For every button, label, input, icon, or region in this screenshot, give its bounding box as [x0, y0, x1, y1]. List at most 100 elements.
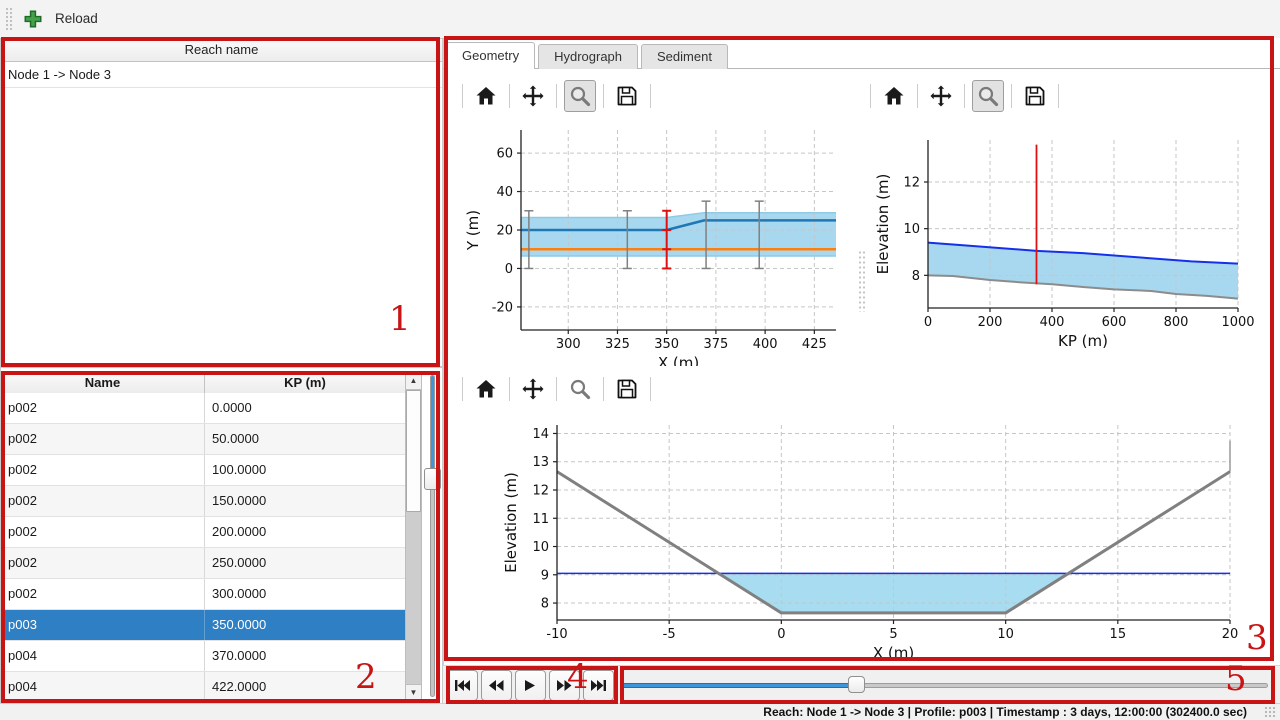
reach-list-item[interactable]: Node 1 -> Node 3 — [1, 62, 442, 88]
table-row[interactable]: p002 250.0000 — [1, 548, 405, 579]
scroll-down-icon[interactable]: ▼ — [406, 684, 421, 701]
save-icon[interactable] — [611, 80, 643, 112]
resize-grip-icon[interactable] — [1264, 706, 1277, 718]
table-scrollbar[interactable]: ▲ ▼ — [405, 372, 422, 702]
svg-text:-5: -5 — [663, 627, 676, 642]
zoom-icon[interactable] — [972, 80, 1004, 112]
timeline-slider[interactable] — [622, 676, 1268, 694]
zoom-icon[interactable] — [564, 80, 596, 112]
table-row[interactable]: p004 370.0000 — [1, 641, 405, 672]
cell-kp: 300.0000 — [212, 586, 267, 601]
profile-vertical-slider-track[interactable] — [430, 375, 435, 697]
home-icon[interactable] — [470, 373, 502, 405]
svg-text:400: 400 — [753, 337, 778, 352]
toolbar-drag-handle[interactable] — [5, 7, 14, 31]
svg-text:X (m): X (m) — [873, 644, 914, 662]
column-header-kp[interactable]: KP (m) — [284, 375, 326, 390]
save-icon[interactable] — [611, 373, 643, 405]
cell-kp: 200.0000 — [212, 524, 267, 539]
cell-kp: 100.0000 — [212, 462, 267, 477]
svg-text:12: 12 — [532, 484, 549, 499]
profile-table-header: Name KP (m) — [1, 372, 405, 394]
svg-text:40: 40 — [496, 185, 513, 200]
cell-name: p002 — [1, 579, 205, 609]
pan-icon[interactable] — [517, 373, 549, 405]
save-icon[interactable] — [1019, 80, 1051, 112]
timeline-slider-fill — [622, 683, 857, 688]
figure-splitter-handle[interactable] — [858, 250, 865, 312]
svg-text:375: 375 — [703, 337, 728, 352]
step-back-button[interactable] — [481, 670, 512, 701]
svg-text:325: 325 — [605, 337, 630, 352]
skip-to-end-button[interactable] — [583, 670, 614, 701]
svg-text:0: 0 — [777, 627, 785, 642]
svg-text:200: 200 — [978, 315, 1003, 330]
cross-section-plot[interactable]: -10 -5 0 5 10 15 20 8 9 10 11 12 13 14 X (m) Elevation … — [445, 415, 1280, 665]
tab-bar: Geometry Hydrograph Sediment — [443, 42, 1280, 69]
svg-text:13: 13 — [532, 455, 549, 470]
cell-name: p002 — [1, 455, 205, 485]
svg-text:X (m): X (m) — [658, 354, 699, 366]
svg-text:14: 14 — [532, 427, 549, 442]
table-row[interactable]: p002 0.0000 — [1, 393, 405, 424]
svg-text:11: 11 — [532, 512, 549, 527]
column-header-name[interactable]: Name — [1, 373, 205, 393]
cell-kp: 0.0000 — [212, 400, 252, 415]
status-text: Reach: Node 1 -> Node 3 | Profile: p003 … — [763, 705, 1247, 719]
svg-text:0: 0 — [505, 262, 513, 277]
table-row[interactable]: p002 200.0000 — [1, 517, 405, 548]
plan-view-plot[interactable]: 300 325 350 375 400 425 -20 0 20 40 60 X (m) Y (m) — [445, 120, 863, 366]
svg-text:KP (m): KP (m) — [1058, 332, 1108, 350]
status-bar: Reach: Node 1 -> Node 3 | Profile: p003 … — [0, 703, 1280, 720]
table-row[interactable]: p002 150.0000 — [1, 486, 405, 517]
app-toolbar: Reload — [0, 0, 1280, 39]
profile-plot-toolbar — [863, 80, 1066, 112]
longitudinal-profile-plot[interactable]: 0 200 400 600 800 1000 8 10 12 KP (m) Elevation (m… — [863, 120, 1280, 366]
svg-text:10: 10 — [903, 222, 920, 237]
reach-header: Reach name — [1, 39, 442, 62]
cell-name: p002 — [1, 424, 205, 454]
cell-name: p004 — [1, 641, 205, 671]
svg-text:8: 8 — [912, 269, 920, 284]
scrollbar-thumb[interactable] — [406, 390, 421, 512]
step-forward-button[interactable] — [549, 670, 580, 701]
plus-icon[interactable] — [24, 10, 42, 28]
tab-hydrograph[interactable]: Hydrograph — [538, 44, 639, 69]
table-row[interactable]: p002 100.0000 — [1, 455, 405, 486]
table-row[interactable]: p002 300.0000 — [1, 579, 405, 610]
tab-sediment[interactable]: Sediment — [641, 44, 728, 69]
table-row[interactable]: p003 350.0000 — [1, 610, 405, 641]
pan-icon[interactable] — [517, 80, 549, 112]
table-row[interactable]: p002 50.0000 — [1, 424, 405, 455]
svg-text:-10: -10 — [546, 627, 567, 642]
timeline-slider-thumb[interactable] — [848, 676, 865, 693]
profile-table-panel: Name KP (m) p002 0.0000 p002 50.0000 p002 100… — [0, 367, 443, 704]
plan-plot-toolbar — [455, 80, 658, 112]
profile-vertical-slider-fill — [431, 376, 434, 476]
cell-kp: 370.0000 — [212, 648, 267, 663]
svg-text:600: 600 — [1102, 315, 1127, 330]
tab-geometry[interactable]: Geometry — [446, 42, 536, 69]
table-row[interactable]: p004 422.0000 — [1, 672, 405, 703]
svg-text:-20: -20 — [492, 300, 513, 315]
cell-kp: 350.0000 — [212, 617, 267, 632]
reload-button[interactable]: Reload — [55, 11, 98, 26]
svg-text:60: 60 — [496, 147, 513, 162]
skip-to-start-button[interactable] — [447, 670, 478, 701]
svg-text:8: 8 — [541, 597, 549, 612]
svg-text:425: 425 — [802, 337, 827, 352]
cell-kp: 422.0000 — [212, 679, 267, 694]
home-icon[interactable] — [878, 80, 910, 112]
cell-name: p003 — [1, 610, 205, 640]
svg-text:350: 350 — [654, 337, 679, 352]
play-button[interactable] — [515, 670, 546, 701]
profile-vertical-slider-thumb[interactable] — [424, 468, 441, 490]
home-icon[interactable] — [470, 80, 502, 112]
svg-text:10: 10 — [997, 627, 1014, 642]
pan-icon[interactable] — [925, 80, 957, 112]
scroll-up-icon[interactable]: ▲ — [406, 373, 421, 390]
cell-name: p004 — [1, 672, 205, 702]
svg-text:9: 9 — [541, 568, 549, 583]
zoom-icon[interactable] — [564, 373, 596, 405]
